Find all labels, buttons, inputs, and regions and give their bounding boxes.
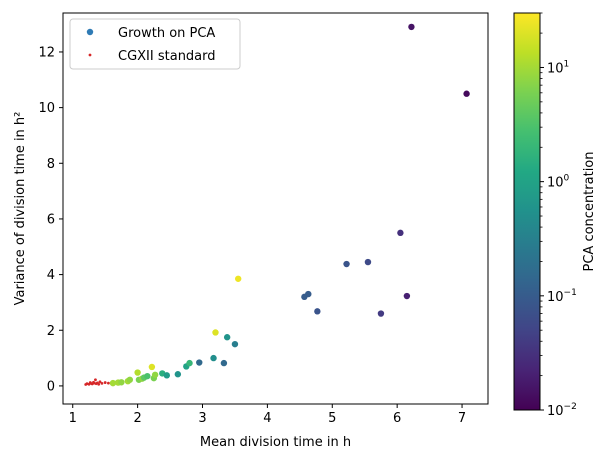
pca-point-15 xyxy=(174,371,182,378)
pca-point-34 xyxy=(463,90,470,97)
pca-point-29 xyxy=(364,258,372,266)
colorbar-ticks: 10−2 10−1 100 101 xyxy=(540,12,577,419)
pca-point-12 xyxy=(151,371,159,378)
cgxii-point-15 xyxy=(107,381,110,385)
pca-point-20 xyxy=(212,329,219,336)
colorbar-tick-label: 10−1 xyxy=(547,288,577,305)
plot-frame xyxy=(62,12,489,405)
colorbar-tick-label: 10−2 xyxy=(547,402,577,419)
y-tick-label: 12 xyxy=(38,45,55,60)
legend-label-growth-on-pca: Growth on PCA xyxy=(118,26,215,41)
pca-point-24 xyxy=(234,275,242,282)
cgxii-point-8 xyxy=(94,378,97,382)
x-tick-label: 7 xyxy=(458,411,466,426)
y-axis-label: Variance of division time in h² xyxy=(13,112,28,306)
pca-point-0 xyxy=(109,379,117,387)
pca-point-2 xyxy=(118,379,125,386)
y-tick-label: 2 xyxy=(47,324,55,339)
x-tick-label: 6 xyxy=(393,411,401,426)
pca-point-9 xyxy=(144,372,151,380)
cgxii-point-12 xyxy=(98,380,102,384)
x-tick-label: 5 xyxy=(328,411,336,426)
pca-point-33 xyxy=(408,23,415,31)
colorbar: 10−2 10−1 100 101 PCA concentration xyxy=(513,12,597,419)
x-axis-label: Mean division time in h xyxy=(200,435,351,450)
cgxii-point-14 xyxy=(103,381,107,384)
colorbar-gradient xyxy=(514,13,540,410)
pca-point-18 xyxy=(196,359,203,366)
y-tick-label: 0 xyxy=(47,379,55,394)
pca-point-14 xyxy=(163,372,171,379)
legend-label-cgxii-standard: CGXII standard xyxy=(118,49,216,64)
pca-point-23 xyxy=(231,340,239,348)
pca-point-19 xyxy=(210,354,217,362)
colorbar-tick-label: 100 xyxy=(547,174,570,191)
plot-points xyxy=(84,23,470,387)
pca-point-31 xyxy=(397,229,404,237)
pca-point-5 xyxy=(134,369,141,376)
pca-point-26 xyxy=(305,290,312,298)
x-tick-label: 3 xyxy=(198,411,206,426)
pca-point-32 xyxy=(403,292,411,300)
y-tick-label: 6 xyxy=(47,212,55,227)
colorbar-frame xyxy=(513,12,541,411)
pca-point-28 xyxy=(343,260,350,268)
x-tick-label: 4 xyxy=(263,411,271,426)
x-tick-label: 1 xyxy=(69,411,77,426)
colorbar-tick-label: 101 xyxy=(547,59,569,76)
y-tick-label: 4 xyxy=(47,268,55,283)
legend: Growth on PCA CGXII standard xyxy=(69,18,241,70)
legend-marker-cgxii-standard xyxy=(88,53,92,57)
colorbar-label: PCA concentration xyxy=(582,152,597,272)
x-axis: 1 2 3 4 5 6 7 xyxy=(69,404,466,426)
y-tick-label: 8 xyxy=(47,157,55,172)
pca-point-17 xyxy=(186,359,193,367)
pca-point-21 xyxy=(220,359,228,367)
pca-point-22 xyxy=(223,334,231,341)
x-tick-label: 2 xyxy=(133,411,141,426)
pca-point-30 xyxy=(377,310,385,317)
y-axis: 0 2 4 6 8 10 12 xyxy=(38,45,63,394)
pca-point-4 xyxy=(126,376,134,383)
y-tick-label: 10 xyxy=(38,101,55,116)
cgxii-point-13 xyxy=(100,382,104,385)
pca-point-10 xyxy=(148,363,156,371)
cgxii-point-11 xyxy=(97,382,101,386)
legend-box xyxy=(69,18,241,70)
pca-point-27 xyxy=(314,308,321,315)
legend-marker-growth-on-pca xyxy=(86,28,94,36)
